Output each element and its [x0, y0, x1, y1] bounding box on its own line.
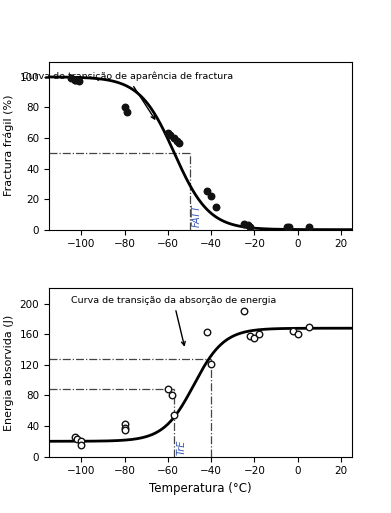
- Point: [247, 223, 253, 231]
- Point: [72, 76, 78, 84]
- Point: [208, 192, 214, 200]
- Text: FATT: FATT: [192, 204, 202, 227]
- Point: [305, 323, 312, 331]
- Point: [251, 334, 258, 342]
- Point: [245, 221, 251, 229]
- Point: [78, 441, 84, 449]
- Text: Curva de transição da absorção de energia: Curva de transição da absorção de energi…: [71, 297, 276, 345]
- Point: [208, 360, 214, 368]
- Point: [78, 437, 84, 445]
- Point: [124, 108, 130, 116]
- Text: Curva de transição de aparência de fractura: Curva de transição de aparência de fract…: [22, 72, 233, 119]
- Point: [256, 330, 262, 339]
- Point: [165, 385, 171, 393]
- X-axis label: Temperatura (°C): Temperatura (°C): [149, 482, 252, 495]
- Point: [247, 332, 253, 340]
- Point: [295, 330, 301, 339]
- Y-axis label: Fractura frágil (%): Fractura frágil (%): [4, 95, 14, 196]
- Point: [67, 74, 74, 83]
- Point: [165, 129, 171, 137]
- Text: TrE: TrE: [177, 440, 187, 455]
- Point: [176, 139, 182, 147]
- Point: [74, 435, 80, 443]
- Point: [76, 77, 83, 86]
- Point: [204, 187, 210, 195]
- Point: [171, 410, 178, 419]
- Point: [122, 423, 128, 431]
- Point: [72, 433, 78, 442]
- Point: [122, 103, 128, 111]
- Point: [284, 223, 290, 231]
- Point: [286, 223, 292, 231]
- Y-axis label: Energia absorvida (J): Energia absorvida (J): [4, 314, 14, 430]
- Point: [72, 76, 78, 84]
- Point: [212, 203, 219, 211]
- Point: [204, 328, 210, 336]
- Point: [291, 326, 297, 334]
- Point: [167, 131, 173, 139]
- Point: [240, 307, 247, 315]
- Point: [305, 223, 312, 231]
- Point: [122, 420, 128, 428]
- Point: [174, 137, 180, 145]
- Point: [171, 134, 178, 142]
- Point: [122, 426, 128, 434]
- Point: [240, 220, 247, 228]
- Point: [169, 391, 176, 400]
